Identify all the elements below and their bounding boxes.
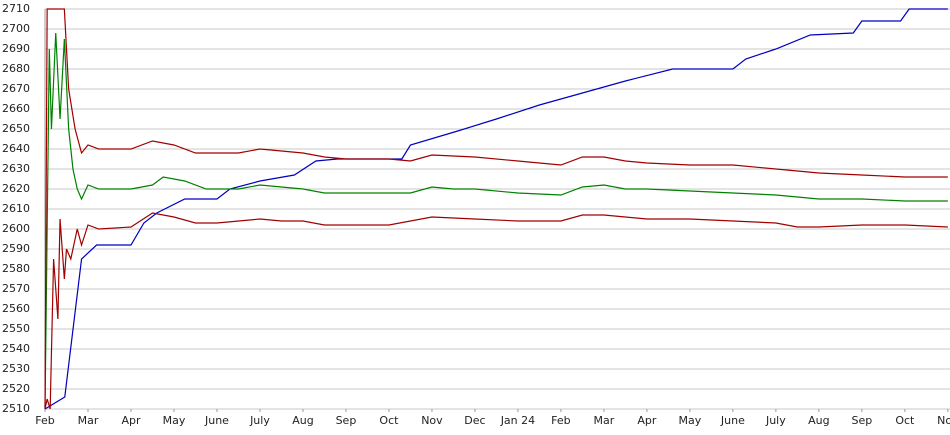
x-tick-label: Dec <box>464 414 485 427</box>
y-tick-label: 2670 <box>2 82 30 95</box>
x-tick-label: Mar <box>78 414 99 427</box>
x-tick-label: Nov <box>421 414 443 427</box>
series-line <box>44 8 948 410</box>
y-tick-label: 2560 <box>2 302 30 315</box>
x-tick-label: Sep <box>851 414 872 427</box>
y-tick-label: 2540 <box>2 342 30 355</box>
x-tick-label: July <box>249 414 270 427</box>
x-tick-label: June <box>720 414 745 427</box>
y-tick-label: 2550 <box>2 322 30 335</box>
y-tick-label: 2570 <box>2 282 30 295</box>
x-tick-label: Jan 24 <box>500 414 535 427</box>
x-tick-label: July <box>765 414 786 427</box>
x-tick-label: Feb <box>551 414 570 427</box>
y-tick-label: 2590 <box>2 242 30 255</box>
series-line <box>44 8 948 410</box>
y-tick-label: 2610 <box>2 202 30 215</box>
x-tick-label: June <box>204 414 229 427</box>
series-line <box>44 32 948 410</box>
y-tick-label: 2620 <box>2 182 30 195</box>
x-tick-label: Aug <box>808 414 829 427</box>
y-tick-label: 2630 <box>2 162 30 175</box>
x-tick-label: Apr <box>121 414 141 427</box>
y-tick-label: 2690 <box>2 42 30 55</box>
series-line <box>44 212 948 410</box>
y-tick-label: 2520 <box>2 382 30 395</box>
x-tick-label: Sep <box>336 414 357 427</box>
y-tick-label: 2680 <box>2 62 30 75</box>
y-tick-label: 2640 <box>2 142 30 155</box>
x-tick-label: Oct <box>895 414 915 427</box>
x-tick-label: May <box>163 414 186 427</box>
x-tick-label: Apr <box>637 414 657 427</box>
y-tick-label: 2580 <box>2 262 30 275</box>
x-tick-label: Feb <box>35 414 54 427</box>
y-tick-label: 2710 <box>2 2 30 15</box>
y-tick-label: 2660 <box>2 102 30 115</box>
y-tick-label: 2600 <box>2 222 30 235</box>
x-tick-label: Mar <box>594 414 615 427</box>
y-tick-label: 2510 <box>2 402 30 415</box>
y-tick-label: 2700 <box>2 22 30 35</box>
y-tick-label: 2530 <box>2 362 30 375</box>
x-tick-label: May <box>679 414 702 427</box>
x-tick-label: Aug <box>292 414 313 427</box>
x-tick-label: Oct <box>379 414 399 427</box>
y-tick-label: 2650 <box>2 122 30 135</box>
x-tick-label: Nov <box>937 414 950 427</box>
